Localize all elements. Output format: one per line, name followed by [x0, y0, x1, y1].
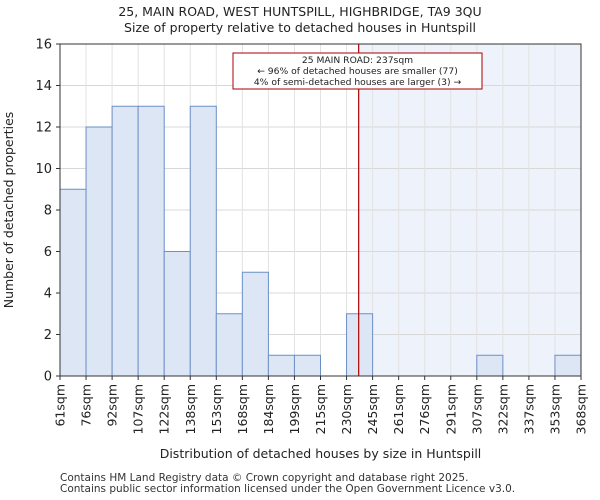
- chart-title: 25, MAIN ROAD, WEST HUNTSPILL, HIGHBRIDG…: [118, 4, 482, 19]
- x-tick-label: 215sqm: [313, 384, 328, 434]
- histogram-bar: [215, 313, 243, 377]
- x-tick-label: 107sqm: [131, 384, 146, 434]
- histogram-bar: [163, 251, 191, 377]
- histogram-bar: [241, 271, 269, 377]
- x-tick-label: 245sqm: [365, 384, 380, 434]
- histogram-bar: [137, 105, 165, 377]
- annotation-line: 25 MAIN ROAD: 237sqm: [302, 55, 413, 66]
- x-tick-label: 138sqm: [183, 384, 198, 434]
- x-tick-label: 291sqm: [443, 384, 458, 434]
- x-tick-label: 122sqm: [157, 384, 172, 434]
- annotation-line: 4% of semi-detached houses are larger (3…: [254, 77, 462, 88]
- annotation-line: ← 96% of detached houses are smaller (77…: [257, 66, 458, 77]
- y-tick-label: 12: [35, 121, 52, 136]
- histogram-bar: [346, 313, 374, 377]
- histogram-bar: [267, 354, 295, 377]
- x-tick-label: 199sqm: [287, 384, 302, 434]
- footer-licence: Contains public sector information licen…: [60, 483, 516, 495]
- x-tick-label: 230sqm: [339, 384, 354, 434]
- y-tick-label: 10: [35, 162, 52, 177]
- x-tick-label: 261sqm: [391, 384, 406, 434]
- x-tick-label: 276sqm: [417, 384, 432, 434]
- x-tick-label: 184sqm: [261, 384, 276, 434]
- annotation-box: [232, 52, 483, 90]
- y-tick-label: 4: [44, 287, 52, 302]
- x-tick-label: 353sqm: [547, 384, 562, 434]
- histogram-bar: [59, 188, 87, 377]
- histogram-bar: [189, 105, 217, 377]
- histogram-bar: [85, 126, 113, 377]
- histogram-bar: [111, 105, 139, 377]
- x-tick-label: 92sqm: [105, 384, 120, 427]
- x-tick-label: 61sqm: [53, 384, 68, 427]
- x-tick-label: 168sqm: [235, 384, 250, 434]
- histogram-bar: [554, 354, 582, 377]
- x-tick-label: 153sqm: [209, 384, 224, 434]
- histogram-chart: 0 2 4 6 8 10 12 14 16 61sqm 76sqm 92sqm 107sqm 122sqm…: [1, 38, 589, 462]
- x-tick-label: 368sqm: [574, 384, 589, 434]
- x-axis-label: Distribution of detached houses by size …: [160, 446, 482, 461]
- y-tick-label: 8: [44, 204, 52, 219]
- y-tick-label: 16: [35, 38, 52, 53]
- footer-copyright: Contains HM Land Registry data © Crown c…: [60, 472, 469, 484]
- y-axis-label: Number of detached properties: [1, 112, 16, 309]
- y-tick-label: 0: [44, 370, 52, 385]
- y-tick-label: 6: [44, 245, 52, 260]
- chart-subtitle: Size of property relative to detached ho…: [124, 20, 476, 35]
- x-tick-label: 322sqm: [495, 384, 510, 434]
- x-tick-label: 76sqm: [79, 384, 94, 427]
- histogram-bar: [476, 354, 504, 377]
- x-tick-label: 307sqm: [469, 384, 484, 434]
- histogram-bar: [293, 354, 322, 377]
- x-tick-label: 337sqm: [521, 384, 536, 434]
- y-tick-label: 2: [44, 328, 52, 343]
- y-tick-label: 14: [35, 79, 52, 94]
